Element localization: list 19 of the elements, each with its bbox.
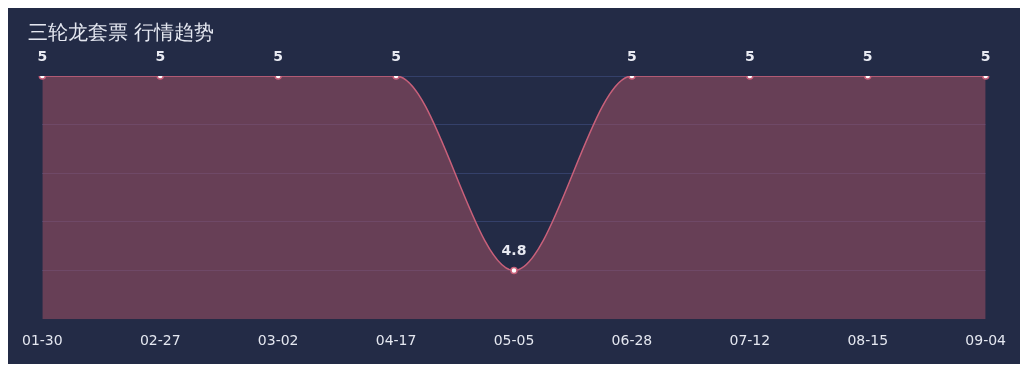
x-tick-label: 08-15: [847, 332, 889, 349]
data-label: 5: [627, 47, 637, 64]
data-label: 5: [391, 47, 401, 64]
x-tick-label: 02-27: [139, 332, 181, 349]
data-label: 5: [862, 47, 873, 64]
x-tick-label: 01-30: [22, 332, 63, 349]
x-tick-label: 09-04: [965, 332, 1007, 349]
data-label: 4.8: [501, 242, 527, 259]
x-tick-label: 03-02: [257, 332, 299, 349]
data-label: 5: [273, 47, 284, 64]
x-tick-label: 04-17: [375, 332, 417, 349]
data-label: 5: [980, 47, 991, 64]
x-tick-label: 07-12: [729, 332, 771, 349]
x-tick-label: 06-28: [611, 332, 653, 349]
data-label: 5: [37, 47, 48, 64]
data-label: 5: [744, 47, 755, 64]
data-label: 5: [155, 47, 166, 64]
chart-title: 三轮龙套票 行情趋势: [28, 20, 215, 45]
x-tick-label: 05-05: [493, 332, 535, 349]
